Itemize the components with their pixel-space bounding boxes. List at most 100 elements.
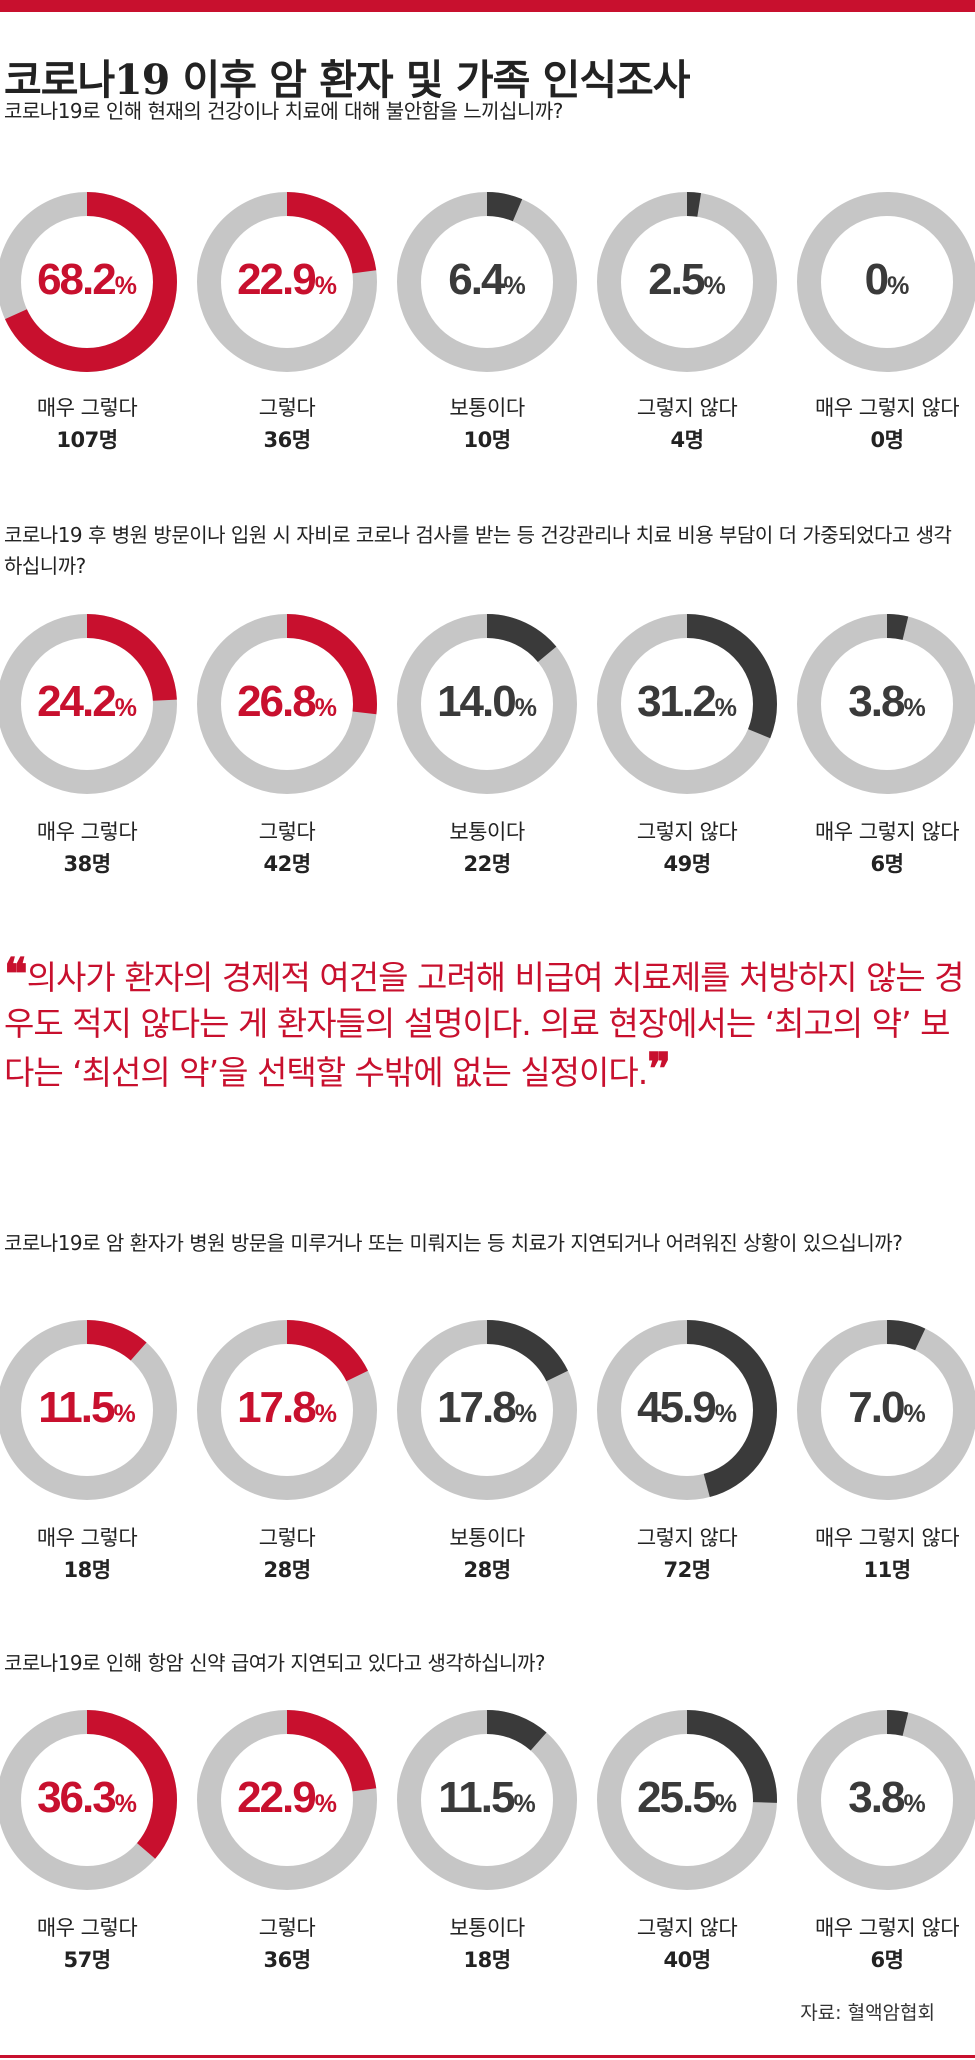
donut-segment [0, 614, 177, 794]
percent-label: 3.8% [797, 1768, 975, 1834]
category-label: 매우 그렇다 107명 [0, 392, 187, 456]
donut-3-agree: 17.8% [197, 1320, 377, 1500]
percent-value: 68.2 [37, 255, 117, 304]
percent-value: 14.0 [437, 677, 517, 726]
donut-4-disagree: 25.5% [597, 1710, 777, 1890]
category-name: 보통이다 [449, 820, 525, 844]
category-name: 그렇지 않다 [636, 1916, 738, 1940]
respondent-count: 28명 [263, 1558, 311, 1582]
respondent-count: 28명 [463, 1558, 511, 1582]
percent-unit: % [714, 1790, 737, 1818]
donut-svg [797, 1320, 975, 1500]
respondent-count: 6명 [870, 1948, 904, 1972]
category-name: 보통이다 [449, 1526, 525, 1550]
question-3: 코로나19로 암 환자가 병원 방문을 미루거나 또는 미뤄지는 등 치료가 지… [4, 1231, 903, 1255]
top-accent-bar [0, 0, 975, 12]
respondent-count: 0명 [870, 428, 904, 452]
percent-value: 36.3 [37, 1773, 117, 1822]
category-name: 그렇지 않다 [636, 820, 738, 844]
percent-label: 7.0% [797, 1378, 975, 1444]
percent-unit: % [714, 1400, 737, 1428]
percent-unit: % [903, 1790, 926, 1818]
category-name: 매우 그렇지 않다 [814, 820, 960, 844]
category-label: 매우 그렇지 않다 11명 [787, 1522, 975, 1586]
category-label: 매우 그렇지 않다 6명 [787, 1912, 975, 1976]
percent-label: 36.3% [0, 1768, 177, 1834]
donut-segment [197, 1320, 377, 1500]
donut-segment [397, 1710, 577, 1890]
bottom-accent-bar [0, 2055, 975, 2058]
donut-segment [797, 1320, 975, 1500]
category-label: 그렇지 않다 72명 [587, 1522, 787, 1586]
percent-unit: % [114, 1790, 137, 1818]
percent-value: 3.8 [848, 1773, 905, 1822]
percent-unit: % [887, 272, 910, 300]
percent-value: 24.2 [37, 677, 117, 726]
donut-svg [197, 192, 377, 372]
donut-svg [597, 192, 777, 372]
category-name: 그렇지 않다 [636, 396, 738, 420]
category-label: 그렇다 28명 [187, 1522, 387, 1586]
donut-svg [0, 614, 177, 794]
percent-unit: % [314, 272, 337, 300]
percent-label: 24.2% [0, 672, 177, 738]
percent-label: 17.8% [197, 1378, 377, 1444]
donut-svg [397, 614, 577, 794]
percent-unit: % [503, 272, 526, 300]
percent-unit: % [114, 272, 137, 300]
percent-unit: % [903, 1400, 926, 1428]
donut-3-disagree: 45.9% [597, 1320, 777, 1500]
page-title: 코로나19 이후 암 환자 및 가족 인식조사 [4, 56, 690, 104]
percent-label: 14.0% [397, 672, 577, 738]
category-name: 매우 그렇다 [36, 396, 138, 420]
percent-unit: % [703, 272, 726, 300]
percent-label: 11.5% [0, 1378, 177, 1444]
donut-1-neutral: 6.4% [397, 192, 577, 372]
donut-3-very-agree: 11.5% [0, 1320, 177, 1500]
donut-row-3: 11.5% 17.8% 17.8% 45.9% 7.0% [0, 1320, 975, 1510]
donut-segment [197, 614, 377, 794]
respondent-count: 10명 [463, 428, 511, 452]
donut-svg [397, 1710, 577, 1890]
category-name: 보통이다 [449, 396, 525, 420]
category-label: 그렇지 않다 40명 [587, 1912, 787, 1976]
question-1: 코로나19로 인해 현재의 건강이나 치료에 대해 불안함을 느끼십니까? [4, 99, 563, 123]
category-name: 매우 그렇지 않다 [814, 1916, 960, 1940]
donut-4-neutral: 11.5% [397, 1710, 577, 1890]
respondent-count: 36명 [263, 428, 311, 452]
category-name: 그렇지 않다 [636, 1526, 738, 1550]
respondent-count: 42명 [263, 852, 311, 876]
percent-label: 22.9% [197, 250, 377, 316]
respondent-count: 49명 [663, 852, 711, 876]
donut-row-4: 36.3% 22.9% 11.5% 25.5% 3.8% [0, 1710, 975, 1900]
donut-2-agree: 26.8% [197, 614, 377, 794]
donut-4-very-agree: 36.3% [0, 1710, 177, 1890]
percent-value: 2.5 [648, 255, 705, 304]
quote-open-mark: ❝ [4, 949, 28, 1000]
category-name: 보통이다 [449, 1916, 525, 1940]
category-label: 보통이다 10명 [387, 392, 587, 456]
donut-segment [397, 192, 577, 372]
category-label: 그렇다 36명 [187, 1912, 387, 1976]
donut-svg [397, 1320, 577, 1500]
percent-value: 11.5 [38, 1383, 115, 1432]
respondent-count: 11명 [863, 1558, 911, 1582]
category-name: 매우 그렇다 [36, 820, 138, 844]
donut-segment [397, 1320, 577, 1500]
donut-segment [597, 1320, 777, 1500]
category-label: 그렇다 42명 [187, 816, 387, 880]
category-label: 매우 그렇다 57명 [0, 1912, 187, 1976]
respondent-count: 38명 [63, 852, 111, 876]
percent-value: 6.4 [448, 255, 505, 304]
donut-segment [0, 1710, 177, 1890]
percent-value: 3.8 [848, 677, 905, 726]
respondent-count: 6명 [870, 852, 904, 876]
donut-segment [197, 192, 377, 372]
label-row-4: 매우 그렇다 57명 그렇다 36명 보통이다 18명 그렇지 않다 40명 매우 그렇지 않다… [0, 1912, 975, 1982]
percent-unit: % [114, 694, 137, 722]
percent-value: 31.2 [637, 677, 717, 726]
donut-segment [597, 614, 777, 794]
category-label: 매우 그렇다 18명 [0, 1522, 187, 1586]
percent-label: 31.2% [597, 672, 777, 738]
percent-value: 11.5 [438, 1773, 515, 1822]
